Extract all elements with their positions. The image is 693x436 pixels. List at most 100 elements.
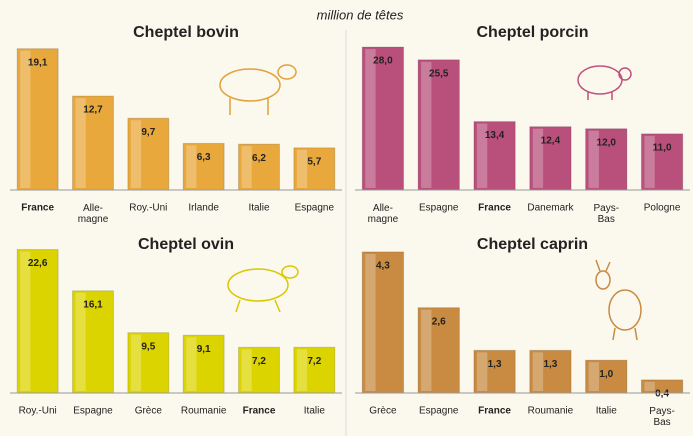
x-tick-label: Roy.-Uni: [129, 203, 167, 214]
value-label: 9,1: [197, 344, 211, 355]
value-label: 4,3: [376, 261, 390, 272]
x-tick-label: Pays-Bas: [593, 203, 619, 225]
x-tick-label: Grèce: [369, 406, 397, 417]
bar-highlight: [186, 145, 197, 188]
x-tick-label: Espagne: [419, 406, 459, 417]
bar-highlight: [75, 98, 86, 188]
bar: [72, 95, 114, 191]
value-label: 1,3: [543, 359, 557, 370]
chart-title: Cheptel caprin: [477, 236, 588, 253]
x-tick-label: Grèce: [135, 406, 163, 417]
x-tick-label: Pologne: [644, 203, 681, 214]
bar-highlight: [644, 381, 655, 391]
bar: [127, 117, 170, 191]
value-label: 28,0: [373, 56, 393, 67]
bar-highlight: [588, 130, 599, 188]
x-tick-label: Italie: [304, 406, 326, 417]
unit-label: million de têtes: [317, 7, 404, 22]
bar: [16, 249, 59, 394]
bar-highlight: [296, 149, 308, 188]
value-label: 22,6: [28, 258, 48, 269]
bar-highlight: [241, 146, 252, 188]
bar: [417, 59, 460, 191]
chart-title: Cheptel ovin: [138, 236, 234, 253]
x-tick-label: Espagne: [295, 203, 335, 214]
x-tick-label: Alle-magne: [78, 203, 109, 225]
bar: [361, 46, 405, 191]
x-tick-label: France: [243, 406, 276, 417]
bar-highlight: [130, 120, 142, 188]
value-label: 25,5: [429, 68, 449, 79]
bar: [640, 133, 684, 191]
value-label: 0,4: [655, 389, 669, 400]
value-label: 2,6: [432, 316, 446, 327]
bar-highlight: [532, 352, 544, 391]
bar: [182, 334, 225, 394]
chart-title: Cheptel bovin: [133, 24, 239, 41]
x-tick-label: Espagne: [73, 406, 113, 417]
bar-highlight: [588, 362, 599, 391]
bar: [473, 121, 516, 191]
bar: [72, 290, 114, 394]
bar-highlight: [421, 309, 432, 391]
bar: [293, 147, 336, 191]
bar-highlight: [130, 334, 142, 391]
value-label: 12,4: [541, 135, 561, 146]
x-tick-label: France: [478, 406, 511, 417]
value-label: 12,0: [597, 137, 617, 148]
value-label: 12,7: [83, 105, 103, 116]
bar-highlight: [532, 128, 544, 188]
bar: [238, 143, 280, 191]
bar-highlight: [75, 292, 86, 391]
x-tick-label: Roumanie: [528, 406, 574, 417]
chart-title: Cheptel porcin: [476, 24, 588, 41]
value-label: 19,1: [28, 57, 48, 68]
bar-highlight: [20, 50, 31, 189]
value-label: 1,0: [599, 369, 613, 380]
sheep-icon: [227, 265, 299, 313]
value-label: 7,2: [307, 356, 321, 367]
bar-highlight: [296, 349, 308, 391]
bar: [127, 332, 170, 394]
value-label: 5,7: [307, 156, 321, 167]
bar: [529, 349, 572, 394]
x-tick-label: Espagne: [419, 203, 459, 214]
bar-highlight: [476, 123, 488, 188]
bar: [529, 126, 572, 191]
bar: [585, 359, 628, 394]
goat-icon: [595, 259, 642, 341]
x-tick-label: Roumanie: [181, 406, 227, 417]
pig-icon: [577, 65, 632, 100]
bar: [585, 128, 628, 191]
x-tick-label: Irlande: [188, 203, 219, 214]
bar-highlight: [186, 337, 197, 391]
bar: [238, 346, 280, 394]
x-tick-label: Italie: [596, 406, 618, 417]
x-tick-label: Pays-Bas: [649, 406, 675, 428]
value-label: 1,3: [488, 359, 502, 370]
bar: [361, 251, 405, 394]
bar-highlight: [365, 253, 376, 391]
bar: [417, 307, 460, 394]
x-tick-label: Roy.-Uni: [19, 406, 57, 417]
x-tick-label: France: [21, 203, 54, 214]
x-tick-label: Italie: [248, 203, 270, 214]
value-label: 16,1: [83, 299, 103, 310]
value-label: 9,5: [141, 341, 155, 352]
x-tick-label: Danemark: [527, 203, 574, 214]
value-label: 13,4: [485, 130, 505, 141]
bar-highlight: [644, 135, 655, 188]
value-label: 9,7: [141, 127, 155, 138]
x-tick-label: France: [478, 203, 511, 214]
value-label: 7,2: [252, 356, 266, 367]
value-label: 6,2: [252, 153, 266, 164]
value-label: 6,3: [197, 152, 211, 163]
x-tick-label: Alle-magne: [368, 203, 399, 225]
bar-highlight: [20, 251, 31, 391]
bar-highlight: [476, 352, 488, 391]
value-label: 11,0: [653, 142, 672, 153]
cow-icon: [219, 64, 297, 115]
bar: [182, 142, 225, 191]
bar-highlight: [241, 349, 252, 391]
